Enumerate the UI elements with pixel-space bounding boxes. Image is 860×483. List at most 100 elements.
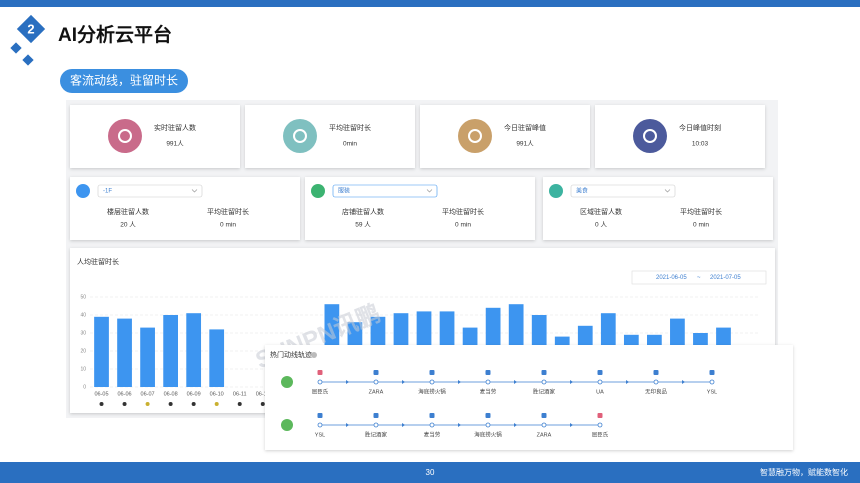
- x-tick-label: 06-11: [233, 391, 247, 397]
- bar: [117, 318, 132, 387]
- stop-dot: [597, 379, 603, 385]
- zone-value: 20 人: [120, 221, 136, 229]
- stat-card: [420, 105, 590, 168]
- zone-label: 平均驻留时长: [207, 207, 249, 216]
- stop-icon: [373, 413, 379, 418]
- y-tick-label: 0: [83, 384, 86, 390]
- stat-icon-glyph: [118, 129, 132, 143]
- weather-icon: [122, 402, 127, 406]
- stat-card: [595, 105, 765, 168]
- route-arrow: [570, 380, 573, 384]
- stop-dot: [653, 379, 659, 385]
- zone-select-text: 服装: [338, 187, 350, 195]
- zone-icon: [311, 184, 325, 198]
- weather-icon: [214, 402, 219, 406]
- stop-dot: [541, 379, 547, 385]
- stop-icon: [429, 413, 435, 418]
- stop-dot: [597, 422, 603, 428]
- route-arrow: [458, 423, 461, 427]
- zone-label: 楼层驻留人数: [107, 207, 149, 216]
- route-arrow: [682, 380, 685, 384]
- zone-label: 区域驻留人数: [580, 207, 622, 216]
- date-end: 2021-07-05: [710, 275, 741, 281]
- stop-label: 胜记酒家: [533, 387, 556, 395]
- stop-label: 屈臣氏: [592, 430, 609, 438]
- route-arrow: [346, 423, 349, 427]
- tag: 客流动线，驻留时长: [70, 73, 178, 88]
- stop-dot: [373, 379, 379, 385]
- stat-label: 平均驻留时长: [329, 123, 371, 132]
- stat-label: 今日驻留峰值: [504, 123, 546, 132]
- stop-icon: [653, 370, 659, 375]
- route-arrow: [402, 423, 405, 427]
- stop-dot: [485, 422, 491, 428]
- route-arrow: [402, 380, 405, 384]
- badge-diamond: [16, 14, 46, 44]
- stat-value: 10:03: [692, 141, 709, 148]
- stop-icon: [317, 370, 323, 375]
- weather-icon: [191, 402, 196, 406]
- stop-icon: [541, 370, 547, 375]
- stop-icon: [541, 413, 547, 418]
- stat-value: 0min: [343, 141, 357, 148]
- tag-pill: [60, 69, 188, 93]
- stop-label: 麦当劳: [480, 387, 497, 395]
- deco: [22, 54, 34, 66]
- zone-value: 0 min: [693, 222, 709, 229]
- help-icon[interactable]: [311, 352, 317, 358]
- stop-icon: [597, 370, 603, 375]
- y-tick-label: 30: [80, 330, 86, 336]
- stat-value: 991人: [166, 140, 184, 148]
- bar: [140, 327, 155, 387]
- route-arrow: [514, 380, 517, 384]
- stop-label: ZARA: [537, 432, 552, 438]
- stop-dot: [373, 422, 379, 428]
- stat-icon: [108, 119, 142, 153]
- weather-icon: [260, 402, 265, 406]
- route-arrow: [514, 423, 517, 427]
- y-tick-label: 20: [80, 348, 86, 354]
- zone-select[interactable]: [97, 184, 203, 198]
- stop-label: YSL: [315, 432, 325, 438]
- zone-select-text: -1F: [103, 189, 112, 195]
- weather-icon: [168, 402, 173, 406]
- stop-label: 无印良品: [645, 387, 668, 395]
- bar: [209, 329, 225, 387]
- x-tick-label: 06-12: [256, 391, 270, 397]
- zone-select[interactable]: [332, 184, 438, 198]
- route-arrow: [458, 380, 461, 384]
- zone-value: 0 min: [220, 222, 236, 229]
- top-bar: [0, 0, 860, 7]
- badge: 2: [27, 21, 34, 36]
- x-tick-label: 06-05: [94, 391, 108, 397]
- zone-value: 0 人: [595, 221, 607, 229]
- zone-icon: [76, 184, 90, 198]
- zone-select[interactable]: [570, 184, 676, 198]
- y-tick-label: 50: [80, 294, 86, 300]
- x-tick-label: 06-08: [164, 391, 178, 397]
- footer-bar: [0, 462, 860, 483]
- stop-dot: [541, 422, 547, 428]
- date-range[interactable]: [631, 270, 767, 285]
- stat-icon-glyph: [293, 129, 307, 143]
- stop-dot: [317, 379, 323, 385]
- stop-dot: [429, 422, 435, 428]
- stop-dot: [429, 379, 435, 385]
- stop-icon: [485, 370, 491, 375]
- stop-label: UA: [596, 389, 604, 395]
- route-arrow: [570, 423, 573, 427]
- zone-select-text: 美食: [576, 187, 588, 195]
- stat-icon: [458, 119, 492, 153]
- x-tick-label: 06-07: [141, 391, 155, 397]
- x-tick-label: 06-10: [210, 391, 224, 397]
- zone-label: 平均驻留时长: [680, 207, 722, 216]
- x-tick-label: 06-06: [118, 391, 132, 397]
- stat-icon-glyph: [468, 129, 482, 143]
- weather-icon: [237, 402, 242, 406]
- chart-title: 人均驻留时长: [77, 257, 119, 266]
- stop-dot: [317, 422, 323, 428]
- stop-label: 海底捞火锅: [418, 387, 446, 395]
- stat-value: 991人: [516, 140, 534, 148]
- stop-label: ZARA: [369, 389, 384, 395]
